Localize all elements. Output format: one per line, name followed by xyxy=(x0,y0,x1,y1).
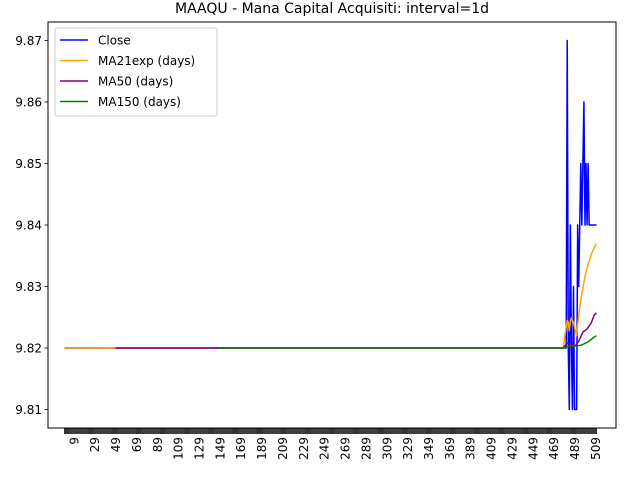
x-tick-label-12: 249 xyxy=(318,437,332,460)
y-axis: 9.81 9.82 9.83 9.84 9.85 9.86 9.87 xyxy=(15,34,48,417)
x-tick-label-19: 389 xyxy=(464,437,478,460)
x-tick-label-22: 449 xyxy=(526,437,540,460)
x-tick-label-25: 509 xyxy=(589,437,603,460)
x-tick-label-5: 109 xyxy=(172,437,186,460)
x-tick-label-7: 149 xyxy=(213,437,227,460)
x-tick-label-8: 169 xyxy=(234,437,248,460)
x-tick-label-23: 469 xyxy=(547,437,561,460)
y-tick-label-2: 9.83 xyxy=(15,280,42,294)
legend-label-3: MA150 (days) xyxy=(98,95,181,109)
y-tick-label-6: 9.87 xyxy=(15,34,42,48)
x-tick-label-24: 489 xyxy=(568,437,582,460)
x-tick-label-17: 349 xyxy=(422,437,436,460)
x-tick-label-21: 429 xyxy=(505,437,519,460)
x-tick-label-4: 89 xyxy=(151,437,165,452)
legend: Close MA21exp (days) MA50 (days) MA150 (day… xyxy=(54,27,218,117)
x-tick-label-15: 309 xyxy=(380,437,394,460)
x-tick-label-18: 369 xyxy=(443,437,457,460)
x-tick-label-13: 269 xyxy=(339,437,353,460)
series-line-3 xyxy=(219,335,597,349)
x-tick-label-2: 49 xyxy=(109,437,123,452)
x-tick-label-20: 409 xyxy=(485,437,499,460)
x-tick-label-11: 229 xyxy=(297,437,311,460)
x-tick-label-0: 9 xyxy=(67,437,81,445)
y-tick-label-1: 9.82 xyxy=(15,342,42,356)
x-tick-label-6: 129 xyxy=(193,437,207,460)
legend-label-1: MA21exp (days) xyxy=(98,54,195,68)
legend-label-2: MA50 (days) xyxy=(98,75,173,89)
legend-box xyxy=(54,27,218,117)
y-tick-label-5: 9.86 xyxy=(15,95,42,109)
x-tick-label-3: 69 xyxy=(130,437,144,452)
legend-label-0: Close xyxy=(98,34,131,48)
y-tick-label-3: 9.84 xyxy=(15,219,42,233)
x-axis: 9 29 49 69 89 109 129 149 169 189 209 229 249 269 289 3… xyxy=(64,428,603,460)
y-tick-label-0: 9.81 xyxy=(15,403,42,417)
x-tick-label-16: 329 xyxy=(401,437,415,460)
x-tick-label-14: 289 xyxy=(359,437,373,460)
series-line-1 xyxy=(64,243,598,349)
x-tick-label-9: 189 xyxy=(255,437,269,460)
x-minor-ticks xyxy=(64,428,597,434)
series-line-0 xyxy=(64,39,597,411)
chart-title: MAAQU - Mana Capital Acquisiti: interval… xyxy=(175,1,489,17)
series-line-2 xyxy=(115,312,597,349)
x-tick-label-10: 209 xyxy=(276,437,290,460)
x-tick-label-1: 29 xyxy=(88,437,102,452)
y-tick-label-4: 9.85 xyxy=(15,157,42,171)
series-layer xyxy=(64,39,598,411)
